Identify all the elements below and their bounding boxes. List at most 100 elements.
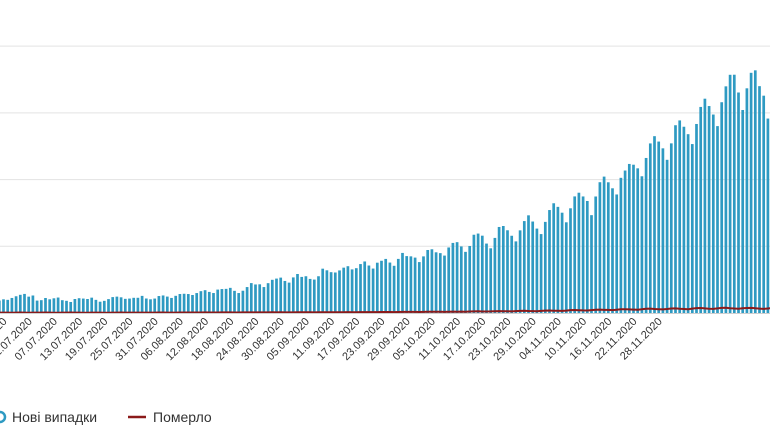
new-cases-bar [266, 283, 270, 313]
new-cases-bar [140, 295, 144, 313]
new-cases-bar [207, 291, 211, 313]
new-cases-bar [644, 157, 648, 313]
new-cases-bar [707, 106, 711, 313]
new-cases-bar [417, 262, 421, 313]
new-cases-bar [119, 297, 123, 313]
new-cases-bar [636, 168, 640, 313]
new-cases-bar [468, 245, 472, 313]
new-cases-bar [10, 297, 14, 313]
new-cases-bar [182, 293, 186, 313]
new-cases-bar [304, 276, 308, 313]
new-cases-bar [602, 176, 606, 313]
legend-label-deaths: Померло [153, 409, 212, 425]
new-cases-bar [732, 74, 736, 313]
new-cases-bar [321, 268, 325, 313]
new-cases-bar [711, 114, 715, 313]
new-cases-bar [548, 210, 551, 313]
new-cases-bar [60, 300, 64, 313]
new-cases-bar [342, 267, 346, 313]
new-cases-bar [678, 120, 682, 313]
new-cases-bar [388, 262, 392, 313]
new-cases-bar [224, 288, 228, 313]
new-cases-bar [65, 300, 68, 313]
deaths-line [0, 306, 770, 314]
new-cases-bar [762, 95, 766, 313]
new-cases-bar [766, 118, 770, 313]
new-cases-bar [132, 297, 136, 313]
new-cases-bar [300, 276, 304, 313]
new-cases-bar [749, 72, 753, 313]
new-cases-bar [237, 293, 241, 313]
new-cases-bar [741, 110, 745, 313]
new-cases-bar [632, 164, 635, 313]
new-cases-bar [401, 252, 404, 313]
new-cases-bar [199, 291, 203, 313]
new-cases-bar [648, 143, 652, 313]
new-cases-bar [283, 280, 287, 313]
new-cases-bar [111, 297, 115, 313]
new-cases-bar [527, 215, 530, 313]
new-cases-bar [422, 256, 425, 313]
new-cases-bar [598, 182, 602, 313]
new-cases-bar [384, 258, 388, 313]
new-cases-bar [165, 296, 169, 313]
new-cases-bar [27, 296, 31, 313]
legend-label-new-cases: Нові випадки [12, 409, 97, 425]
new-cases-bar [90, 297, 94, 313]
new-cases-bar [354, 268, 358, 313]
new-cases-bar [14, 296, 18, 313]
new-cases-bar [392, 265, 396, 313]
new-cases-bar [157, 296, 161, 313]
new-cases-bar [577, 192, 581, 313]
new-cases-bar [216, 289, 220, 313]
new-cases-bar [522, 221, 526, 313]
new-cases-bar [375, 262, 379, 313]
new-cases-bar [434, 252, 438, 313]
new-cases-bar [480, 235, 484, 313]
new-cases-bar [451, 242, 455, 313]
new-cases-bar [220, 289, 224, 313]
new-cases-bar [623, 170, 627, 313]
new-cases-bar [363, 261, 367, 313]
new-cases-bar [350, 269, 354, 313]
new-cases-bar [270, 279, 274, 313]
new-cases-bar [728, 74, 732, 313]
new-cases-bar [552, 203, 556, 313]
new-cases-bar [556, 206, 560, 313]
new-cases-bar [669, 143, 673, 313]
new-cases-bar [569, 208, 572, 313]
new-cases-bar [325, 270, 329, 313]
new-cases-bar [539, 234, 543, 313]
new-cases-bar [560, 212, 564, 313]
new-cases-bar [128, 298, 131, 313]
new-cases-bar [279, 277, 283, 313]
new-cases-bar [489, 248, 493, 313]
new-cases-bar [573, 196, 577, 313]
new-cases-bar [233, 290, 236, 313]
new-cases-bar [123, 298, 127, 313]
new-cases-bar [31, 295, 35, 313]
new-cases-bar [170, 297, 173, 313]
new-cases-bar [581, 196, 585, 313]
new-cases-bar [426, 249, 430, 313]
new-cases-bar [317, 276, 320, 313]
new-cases-bar [212, 293, 215, 313]
new-cases-bar [594, 196, 598, 313]
new-cases-bar [2, 299, 5, 313]
new-cases-bar [615, 194, 619, 313]
new-cases-bar [443, 255, 446, 313]
new-cases-bar [396, 258, 400, 313]
new-cases-bar [606, 182, 610, 313]
new-cases-bar [409, 256, 413, 313]
new-cases-bar [308, 278, 312, 313]
new-cases-bar [737, 92, 740, 313]
new-cases-bar [690, 144, 694, 313]
new-cases-bar [23, 293, 26, 313]
new-cases-bar [241, 290, 245, 313]
new-cases-bar [275, 278, 278, 313]
new-cases-bar [455, 242, 459, 313]
new-cases-bar [35, 300, 39, 313]
new-cases-bar [338, 270, 341, 313]
new-cases-bar [39, 300, 43, 313]
